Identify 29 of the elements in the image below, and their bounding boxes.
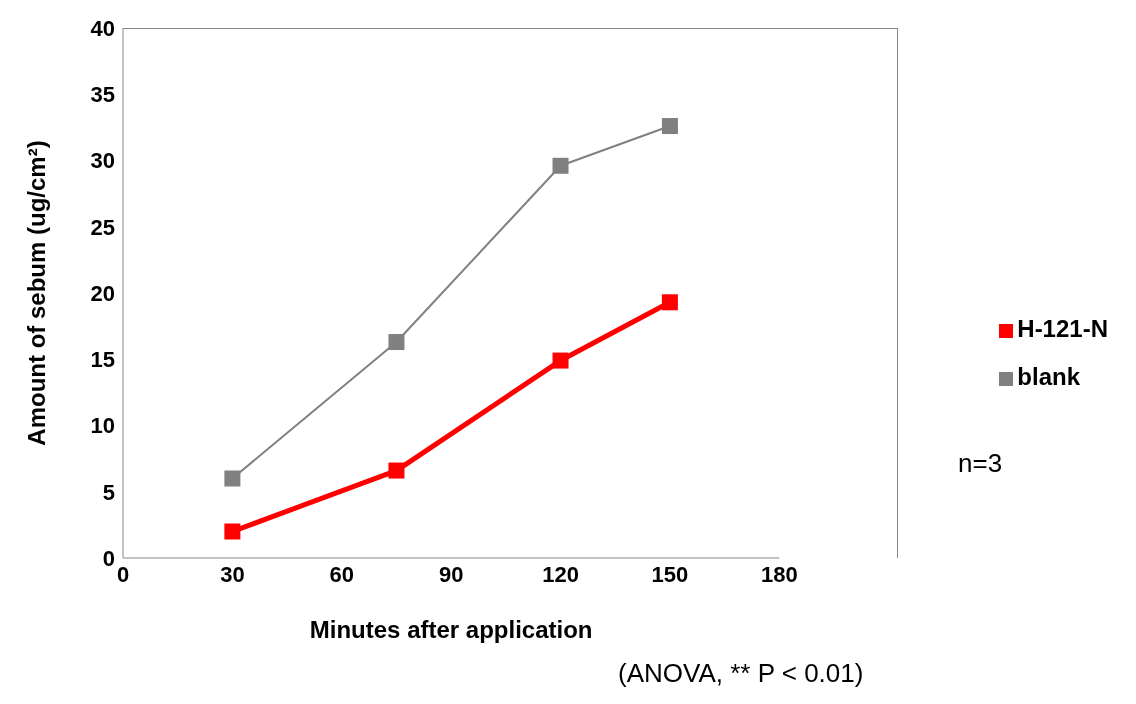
point [661, 118, 678, 135]
x-tick-label: 180 [760, 561, 798, 587]
legend-label: blank [1017, 363, 1080, 390]
y-tick-label: 5 [102, 479, 115, 505]
y-tick-label: 10 [90, 413, 115, 439]
y-tick-label: 40 [90, 15, 115, 41]
x-tick-label: 150 [651, 561, 689, 587]
text: (ANOVA, ** P < 0.01) [618, 658, 864, 689]
text: n=3 [958, 448, 1003, 479]
point [552, 352, 569, 369]
point [388, 334, 405, 351]
legend-label: H-121-N [1017, 315, 1108, 342]
y-axis-title: Amount of sebum (ug/cm²) [22, 140, 50, 446]
x-axis-title: Minutes after application [309, 616, 593, 643]
x-tick-label: 120 [542, 561, 579, 587]
x-tick-label: 60 [329, 561, 355, 587]
point [224, 523, 241, 540]
point [224, 470, 241, 487]
y-tick-label: 15 [90, 347, 115, 373]
x-tick-label: 30 [220, 561, 245, 587]
x-tick-label: 90 [438, 561, 464, 587]
y-tick-label: 35 [90, 82, 115, 108]
y-tick-label: 0 [102, 545, 115, 571]
y-tick-label: 20 [90, 280, 115, 306]
y-tick-label: 25 [90, 214, 115, 240]
point [388, 462, 405, 479]
y-tick-label: 30 [90, 148, 115, 174]
point [661, 294, 678, 311]
point [552, 157, 569, 174]
